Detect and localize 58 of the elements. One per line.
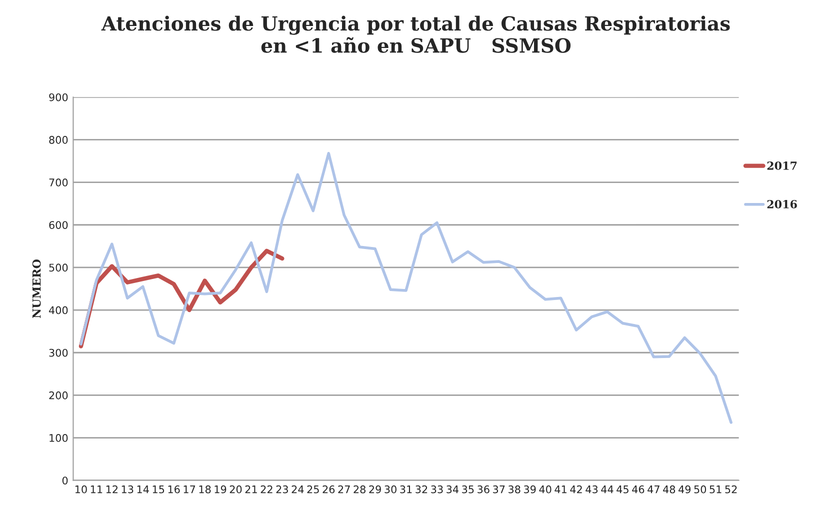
x-tick-label: 44 [601,486,614,494]
x-tick-label: 23 [276,485,288,494]
x-tick-label: 38 [508,485,520,494]
y-tick-label: 600 [49,221,68,229]
x-tick-label: 50 [694,485,706,494]
legend-label: 2016 [767,200,797,208]
x-tick-label: 31 [400,485,412,494]
x-tick-label: 10 [75,485,87,494]
x-tick-label: 21 [245,485,257,494]
x-tick-label: 24 [292,485,304,494]
y-tick-label: 400 [48,306,68,314]
x-tick-label: 27 [338,485,350,494]
x-tick-label: 34 [446,485,458,494]
x-tick-label: 43 [586,485,598,494]
x-tick-label: 22 [260,485,272,494]
x-tick-label: 52 [725,485,737,494]
x-tick-label: 41 [554,486,566,494]
x-tick-label: 30 [384,485,396,494]
x-tick-label: 47 [648,486,660,494]
x-tick-label: 39 [524,485,536,494]
y-tick-label: 200 [49,391,68,400]
x-tick-label: 29 [369,485,381,494]
legend-label: 2017 [767,161,797,170]
line-series [80,152,732,424]
y-tick-label: 300 [49,348,68,357]
x-tick-label: 37 [493,485,505,494]
x-tick-label: 49 [678,485,691,494]
y-tick-label: 0 [62,476,68,484]
x-tick-label: 32 [416,485,428,494]
y-axis-title: NUMERO [32,259,41,318]
x-tick-label: 17 [184,486,196,494]
y-tick-label: 800 [49,136,68,144]
x-tick-label: 26 [322,485,335,494]
x-tick-label: 18 [199,485,211,494]
x-tick-label: 19 [214,485,226,494]
x-tick-label: 15 [152,486,164,494]
x-tick-label: 13 [122,485,134,494]
chart-title: Atenciones de Urgencia por total de Causas Respiratorias en <1 año en SAPU SSMSO [101,16,730,53]
x-tick-label: 33 [431,485,443,494]
y-tick-label: 900 [49,93,68,102]
y-tick-label: 100 [50,434,68,442]
y-tick-label: 500 [49,264,68,272]
x-tick-label: 14 [137,486,149,494]
x-tick-label: 36 [478,485,490,494]
x-tick-label: 16 [168,485,180,494]
x-tick-label: 11 [90,486,102,494]
x-tick-label: 48 [663,485,676,494]
x-tick-label: 46 [632,485,644,494]
x-tick-label: 35 [462,485,474,494]
x-tick-label: 12 [106,485,118,494]
x-tick-label: 40 [539,485,552,494]
x-tick-label: 20 [230,485,242,494]
x-tick-label: 45 [616,486,628,494]
x-tick-label: 28 [354,485,366,494]
x-tick-label: 51 [710,486,722,494]
x-tick-label: 25 [307,485,319,494]
y-tick-label: 700 [49,178,68,186]
x-tick-label: 42 [570,485,582,494]
